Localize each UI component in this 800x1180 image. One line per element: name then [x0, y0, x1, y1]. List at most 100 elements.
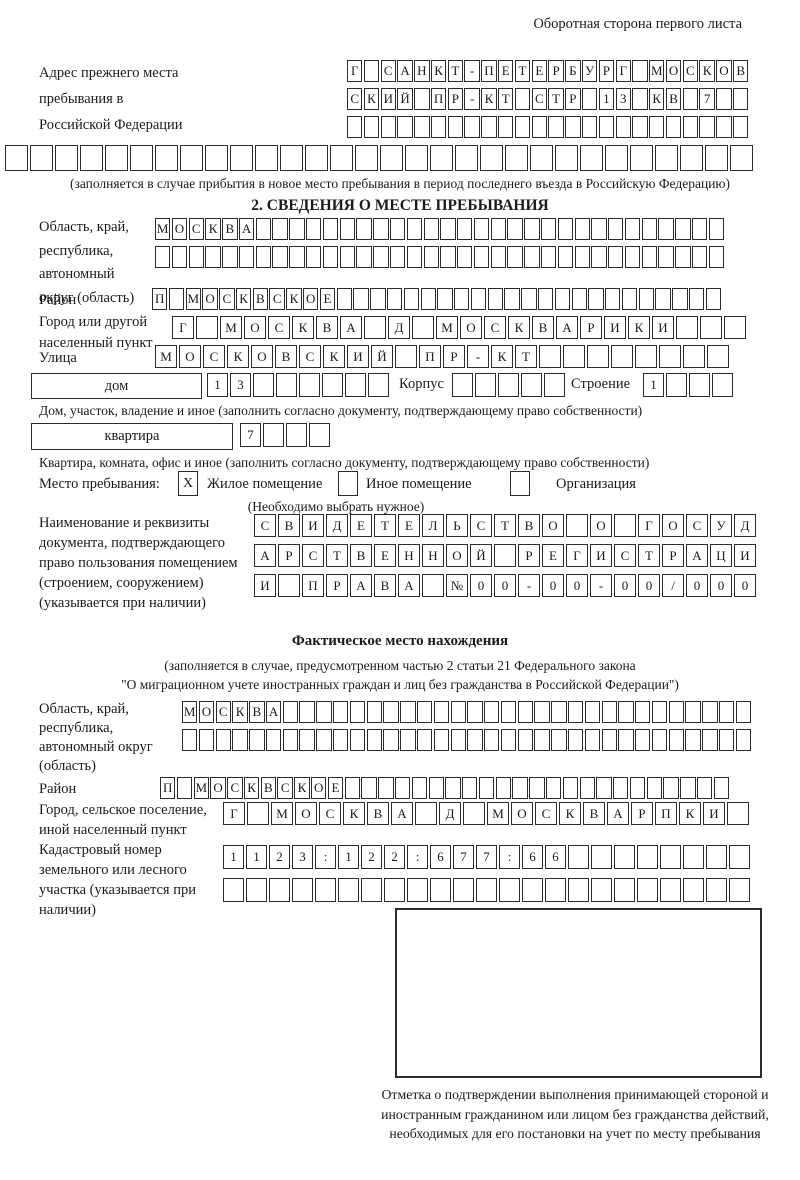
char-cell[interactable] — [537, 288, 554, 310]
char-cell[interactable] — [437, 288, 453, 310]
char-cell[interactable]: О — [665, 60, 682, 82]
char-cell[interactable]: Ь — [446, 514, 468, 537]
char-cell[interactable] — [457, 218, 473, 240]
char-cell[interactable] — [355, 145, 378, 171]
char-cell[interactable] — [276, 373, 297, 397]
char-cell[interactable]: С — [484, 316, 506, 339]
char-cell[interactable]: 1 — [246, 845, 267, 869]
char-cell[interactable] — [716, 88, 732, 110]
char-cell[interactable] — [338, 878, 359, 902]
char-cell[interactable] — [702, 701, 718, 723]
char-cell[interactable]: Т — [447, 60, 464, 82]
char-cell[interactable]: 7 — [476, 845, 497, 869]
char-cell[interactable] — [494, 544, 516, 567]
char-cell[interactable]: В — [532, 316, 554, 339]
char-cell[interactable] — [280, 145, 303, 171]
char-cell[interactable] — [394, 777, 411, 799]
char-cell[interactable]: 1 — [223, 845, 244, 869]
char-cell[interactable] — [707, 345, 729, 368]
char-cell[interactable] — [363, 60, 380, 82]
char-cell[interactable] — [414, 116, 430, 138]
char-cell[interactable]: Р — [518, 544, 540, 567]
char-cell[interactable] — [574, 246, 590, 268]
char-cell[interactable]: М — [155, 345, 177, 368]
char-cell[interactable] — [635, 345, 657, 368]
char-cell[interactable] — [601, 729, 617, 751]
char-cell[interactable] — [692, 246, 708, 268]
char-cell[interactable]: У — [581, 60, 598, 82]
char-cell[interactable]: К — [205, 218, 221, 240]
char-cell[interactable] — [339, 246, 355, 268]
char-cell[interactable]: № — [446, 574, 468, 597]
char-cell[interactable]: О — [446, 544, 468, 567]
char-cell[interactable] — [406, 218, 423, 240]
char-cell[interactable] — [637, 878, 658, 902]
char-cell[interactable] — [430, 116, 447, 138]
char-cell[interactable]: Е — [319, 288, 336, 310]
char-cell[interactable]: М — [271, 802, 293, 825]
char-cell[interactable] — [672, 288, 688, 310]
char-cell[interactable]: Т — [494, 514, 516, 537]
char-cell[interactable] — [420, 288, 436, 310]
char-cell[interactable]: Н — [422, 544, 444, 567]
char-cell[interactable] — [445, 777, 461, 799]
char-cell[interactable]: А — [398, 574, 420, 597]
char-cell[interactable]: Р — [565, 88, 581, 110]
char-cell[interactable] — [675, 246, 691, 268]
char-cell[interactable] — [517, 701, 534, 723]
char-cell[interactable] — [655, 145, 678, 171]
char-cell[interactable]: В — [249, 701, 265, 723]
char-cell[interactable] — [457, 246, 473, 268]
char-cell[interactable] — [411, 777, 428, 799]
char-cell[interactable] — [333, 701, 349, 723]
char-cell[interactable]: Р — [580, 316, 602, 339]
char-cell[interactable]: О — [210, 777, 226, 799]
char-cell[interactable] — [705, 288, 722, 310]
char-cell[interactable]: И — [347, 345, 369, 368]
char-cell[interactable]: О — [198, 701, 215, 723]
char-cell[interactable] — [373, 246, 389, 268]
char-cell[interactable] — [630, 145, 653, 171]
char-cell[interactable] — [574, 218, 590, 240]
char-cell[interactable] — [433, 729, 450, 751]
char-cell[interactable] — [30, 145, 53, 171]
char-cell[interactable] — [481, 116, 497, 138]
char-cell[interactable] — [430, 145, 453, 171]
char-cell[interactable] — [663, 777, 679, 799]
char-cell[interactable] — [545, 777, 562, 799]
char-cell[interactable]: А — [265, 701, 282, 723]
char-cell[interactable] — [660, 878, 681, 902]
char-cell[interactable]: 0 — [638, 574, 660, 597]
char-cell[interactable] — [383, 729, 399, 751]
char-cell[interactable]: А — [397, 60, 413, 82]
char-cell[interactable]: Л — [422, 514, 444, 537]
char-cell[interactable] — [658, 246, 674, 268]
char-cell[interactable] — [263, 423, 284, 447]
char-cell[interactable]: А — [238, 218, 255, 240]
char-cell[interactable] — [531, 116, 547, 138]
char-cell[interactable]: О — [662, 514, 684, 537]
char-cell[interactable] — [440, 246, 456, 268]
char-cell[interactable] — [269, 878, 290, 902]
char-cell[interactable]: О — [171, 218, 188, 240]
char-cell[interactable]: Т — [498, 88, 514, 110]
char-cell[interactable] — [222, 246, 238, 268]
char-cell[interactable]: В — [518, 514, 540, 537]
char-cell[interactable] — [188, 246, 204, 268]
char-cell[interactable] — [719, 701, 735, 723]
char-cell[interactable]: К — [235, 288, 252, 310]
char-cell[interactable]: Р — [278, 544, 300, 567]
char-cell[interactable]: А — [391, 802, 413, 825]
char-cell[interactable]: - — [464, 88, 480, 110]
char-cell[interactable]: О — [311, 777, 327, 799]
char-cell[interactable] — [660, 845, 681, 869]
char-cell[interactable] — [646, 777, 663, 799]
char-cell[interactable] — [614, 878, 635, 902]
char-cell[interactable] — [476, 878, 497, 902]
char-cell[interactable] — [555, 145, 578, 171]
char-cell[interactable]: 1 — [338, 845, 359, 869]
char-cell[interactable]: О — [251, 345, 273, 368]
char-cell[interactable] — [571, 288, 587, 310]
char-cell[interactable] — [286, 423, 307, 447]
char-cell[interactable]: А — [607, 802, 629, 825]
